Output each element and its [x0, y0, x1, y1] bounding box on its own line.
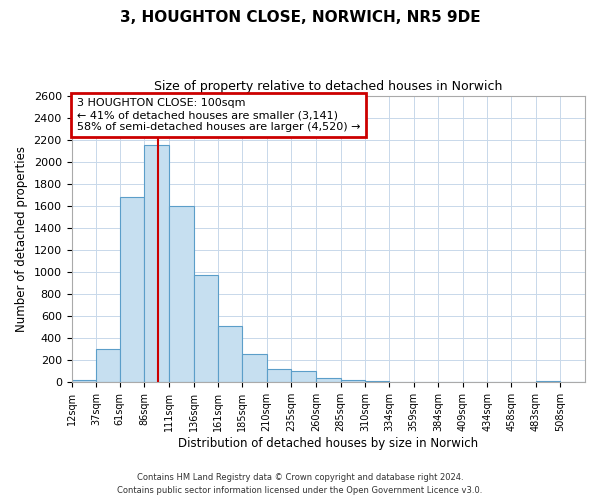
Bar — [169, 206, 194, 382]
Y-axis label: Number of detached properties: Number of detached properties — [15, 146, 28, 332]
Bar — [96, 350, 120, 382]
Bar — [120, 197, 145, 382]
Bar — [145, 145, 169, 382]
Text: 3 HOUGHTON CLOSE: 100sqm
← 41% of detached houses are smaller (3,141)
58% of sem: 3 HOUGHTON CLOSE: 100sqm ← 41% of detach… — [77, 98, 360, 132]
Bar — [365, 381, 389, 382]
Bar — [292, 372, 316, 382]
Bar — [71, 380, 96, 382]
Bar — [242, 354, 266, 382]
Title: Size of property relative to detached houses in Norwich: Size of property relative to detached ho… — [154, 80, 502, 93]
Bar — [316, 378, 341, 382]
Bar — [536, 380, 560, 382]
X-axis label: Distribution of detached houses by size in Norwich: Distribution of detached houses by size … — [178, 437, 478, 450]
Bar — [341, 380, 365, 382]
Bar — [194, 276, 218, 382]
Text: 3, HOUGHTON CLOSE, NORWICH, NR5 9DE: 3, HOUGHTON CLOSE, NORWICH, NR5 9DE — [119, 10, 481, 25]
Bar — [218, 326, 242, 382]
Text: Contains HM Land Registry data © Crown copyright and database right 2024.
Contai: Contains HM Land Registry data © Crown c… — [118, 474, 482, 495]
Bar — [266, 368, 292, 382]
